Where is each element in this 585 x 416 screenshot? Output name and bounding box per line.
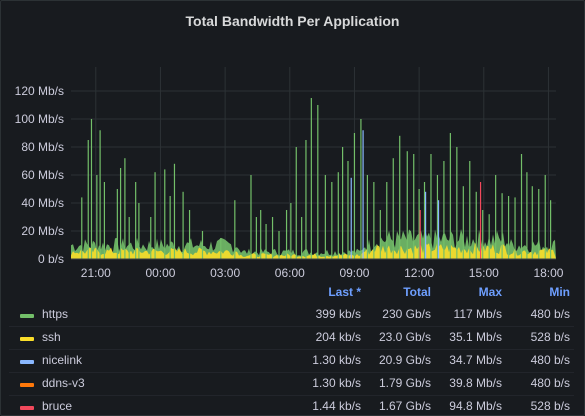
x-tick-label: 21:00 — [80, 266, 111, 280]
legend-value-min: 528 b/s — [530, 330, 570, 344]
y-tick-label: 120 Mb/s — [14, 84, 64, 98]
x-tick-label: 06:00 — [274, 266, 305, 280]
series-name: nicelink — [42, 353, 83, 367]
legend-value-last: 1.30 kb/s — [312, 353, 361, 367]
legend-value-max: 34.7 Mb/s — [449, 353, 502, 367]
legend-value-max: 39.8 Mb/s — [449, 376, 502, 390]
y-tick-label: 60 Mb/s — [21, 168, 64, 182]
legend-header-last[interactable]: Last * — [328, 285, 361, 299]
series-color-swatch — [20, 406, 34, 410]
legend-value-max: 117 Mb/s — [453, 307, 502, 321]
series-color-swatch — [20, 360, 34, 364]
chart-spikes — [71, 98, 556, 260]
legend-value-min: 480 b/s — [530, 376, 570, 390]
series-color-swatch — [20, 337, 34, 341]
series-color-swatch — [20, 383, 34, 387]
legend-row[interactable]: https 399 kb/s 230 Gb/s 117 Mb/s 480 b/s — [9, 304, 574, 327]
legend-value-total: 20.9 Gb/s — [378, 353, 431, 367]
series-name: https — [42, 307, 69, 321]
y-tick-label: 0 b/s — [37, 252, 64, 266]
legend-value-total: 23.0 Gb/s — [378, 330, 431, 344]
series-name: ddns-v3 — [42, 376, 85, 390]
legend-header-total[interactable]: Total — [403, 285, 431, 299]
series-name: bruce — [42, 399, 73, 413]
legend-row[interactable]: bruce 1.44 kb/s 1.67 Gb/s 94.8 Mb/s 528 b/s — [9, 396, 574, 415]
legend-value-min: 480 b/s — [530, 353, 570, 367]
legend-row[interactable]: ssh 204 kb/s 23.0 Gb/s 35.1 Mb/s 528 b/s — [9, 327, 574, 350]
legend-value-max: 94.8 Mb/s — [449, 399, 502, 413]
legend-value-max: 35.1 Mb/s — [449, 330, 502, 344]
legend-value-last: 204 kb/s — [315, 330, 361, 344]
series-name: ssh — [42, 330, 61, 344]
ssh-area — [71, 242, 556, 259]
legend-value-total: 1.79 Gb/s — [378, 376, 431, 390]
legend-value-min: 480 b/s — [530, 307, 570, 321]
y-tick-label: 20 Mb/s — [21, 224, 64, 238]
y-tick-label: 100 Mb/s — [14, 112, 64, 126]
legend-value-total: 230 Gb/s — [382, 307, 431, 321]
legend-header-min[interactable]: Min — [549, 285, 570, 299]
y-tick-label: 40 Mb/s — [21, 196, 64, 210]
legend-value-total: 1.67 Gb/s — [378, 399, 431, 413]
panel-title[interactable]: Total Bandwidth Per Application — [185, 13, 400, 29]
x-tick-label: 03:00 — [210, 266, 241, 280]
legend-row[interactable]: ddns-v3 1.30 kb/s 1.79 Gb/s 39.8 Mb/s 480 b/… — [9, 373, 574, 396]
legend-value-last: 1.44 kb/s — [312, 399, 361, 413]
bandwidth-chart[interactable] — [1, 1, 584, 281]
legend-value-last: 1.30 kb/s — [312, 376, 361, 390]
x-tick-label: 12:00 — [404, 266, 435, 280]
legend-value-min: 528 b/s — [530, 399, 570, 413]
legend-value-last: 399 kb/s — [315, 307, 361, 321]
x-tick-label: 18:00 — [533, 266, 564, 280]
x-tick-label: 09:00 — [339, 266, 370, 280]
y-tick-label: 80 Mb/s — [21, 140, 64, 154]
x-tick-label: 15:00 — [468, 266, 499, 280]
legend-header-max[interactable]: Max — [478, 285, 502, 299]
x-tick-label: 00:00 — [145, 266, 176, 280]
series-color-swatch — [20, 314, 34, 318]
chart-series-areas — [71, 229, 556, 259]
legend-row[interactable]: nicelink 1.30 kb/s 20.9 Gb/s 34.7 Mb/s 480 b… — [9, 350, 574, 373]
